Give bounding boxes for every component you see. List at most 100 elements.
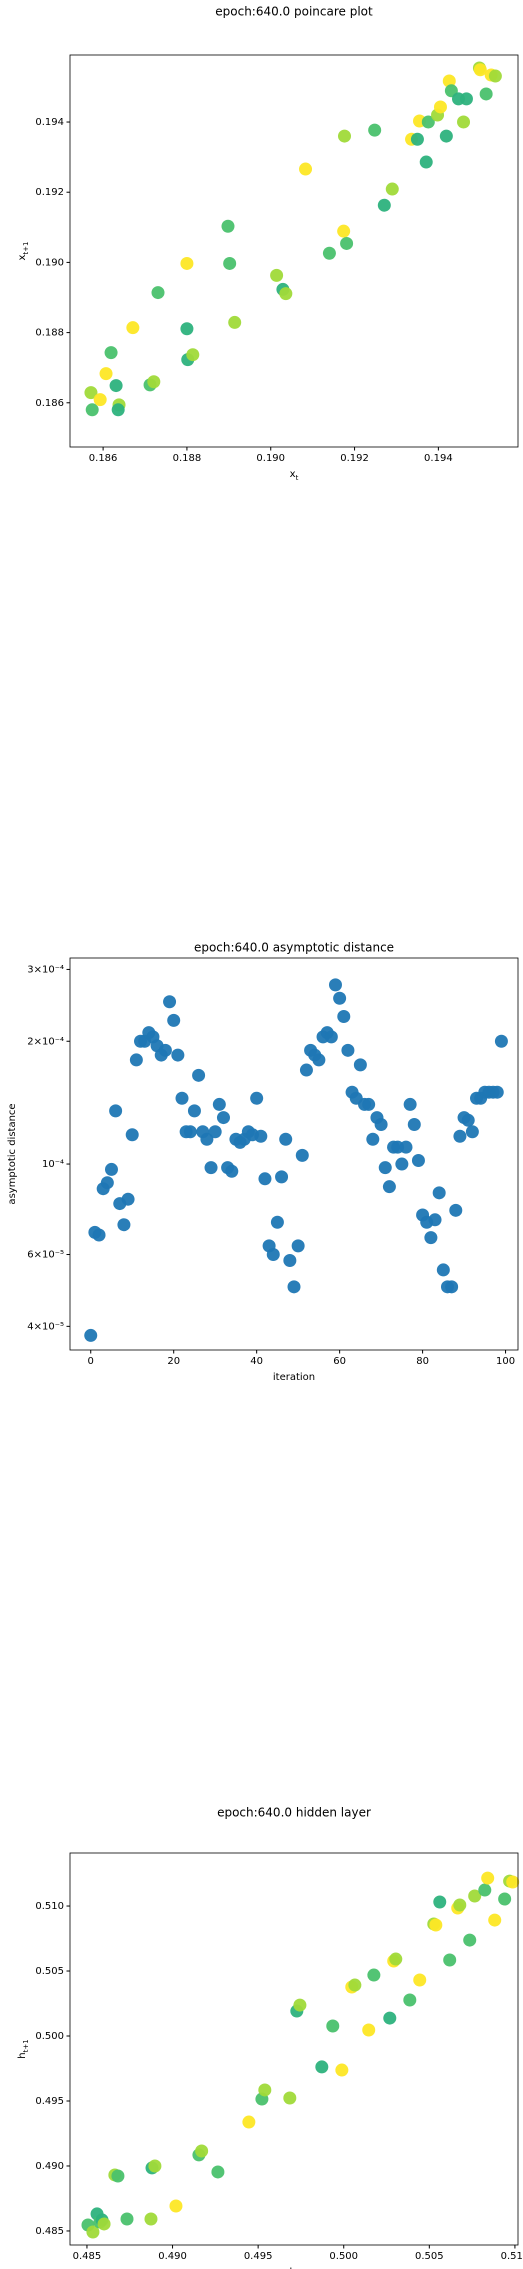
x-label-main: x [290,469,296,480]
point [490,1085,504,1099]
x-tick-label: 0.186 [89,453,118,464]
point [126,321,140,335]
point [413,1973,427,1987]
y-tick-label: 0.505 [35,1966,64,1977]
point [324,1030,338,1044]
point [117,1218,131,1232]
point [366,1132,380,1146]
axes-frame [69,957,519,1351]
point [148,2159,162,2173]
y-label-subscript: t+1 [22,2039,30,2052]
point [432,1186,446,1200]
point [429,1918,443,1932]
point [411,1154,425,1168]
point [180,256,194,270]
point [494,1034,508,1048]
point [428,1213,442,1227]
point [457,115,471,129]
y-tick-label: 0.194 [35,117,64,128]
point [223,256,237,270]
point [449,1203,463,1217]
point [208,1125,222,1139]
x-tick-label: 0.490 [158,2251,187,2262]
point [436,1263,450,1277]
point [266,1248,280,1262]
y-tick-label: 0.490 [35,2161,64,2172]
y-tick-label: 0.500 [35,2031,64,2042]
point [299,162,313,176]
x-label-main: iteration [273,1372,315,1383]
point [279,287,293,301]
point [341,1043,355,1057]
point [109,1104,123,1118]
point [488,1913,502,1927]
x-tick-label: 0.495 [244,2251,273,2262]
point [299,1063,313,1077]
point [84,1328,98,1342]
point [99,367,113,381]
point [433,100,447,114]
point [442,74,456,88]
point [399,1140,413,1154]
point [216,1111,230,1125]
point [270,1215,284,1229]
x-tick-label: 0.485 [73,2251,102,2262]
point [315,2060,329,2074]
chart-title: epoch:640.0 asymptotic distance [194,941,394,955]
point [407,1118,421,1132]
y-label-subscript: t+1 [22,242,30,255]
point [279,1132,293,1146]
point [167,1013,181,1027]
x-tick-label: 0.188 [173,453,202,464]
point [195,2144,209,2158]
point [295,1148,309,1162]
point [348,1978,362,1992]
point [328,978,342,992]
point [478,1883,492,1897]
point [225,1164,239,1178]
point [293,1998,307,2012]
x-label: ht [289,2267,298,2269]
point [473,63,487,77]
point [187,1104,201,1118]
y-tick-label: 0.510 [35,1901,64,1912]
x-label-subscript: t [296,474,299,482]
x-tick-label: 0.194 [424,453,453,464]
point [362,2023,376,2037]
x-label-main: h [289,2267,295,2269]
point [85,403,99,417]
point [144,2212,158,2226]
y-tick-label: 0.188 [35,328,64,339]
point [129,1053,143,1067]
point [93,393,107,407]
y-tick-label: 0.190 [35,257,64,268]
x-tick-label: 0 [88,1356,94,1367]
point [250,1091,264,1105]
axes-frame [69,54,519,448]
chart-title: epoch:640.0 poincare plot [215,5,373,19]
point [109,379,123,393]
point [104,1162,118,1176]
x-tick-label: 40 [250,1356,263,1367]
point [337,224,351,238]
point [421,115,435,129]
x-tick-label: 80 [416,1356,429,1367]
x-tick-label: 100 [496,1356,515,1367]
point [111,403,125,417]
point [337,129,351,143]
point [382,1180,396,1194]
point [258,2083,272,2097]
point [465,1125,479,1139]
point [121,1192,135,1206]
point [461,1113,475,1127]
point [287,1280,301,1294]
x-tick-label: 0.505 [415,2251,444,2262]
point [389,1952,403,1966]
y-tick-label: 10⁻⁴ [42,1159,64,1170]
point [254,1129,268,1143]
point [403,1097,417,1111]
point [479,87,493,101]
point [322,246,336,260]
point [147,375,161,389]
